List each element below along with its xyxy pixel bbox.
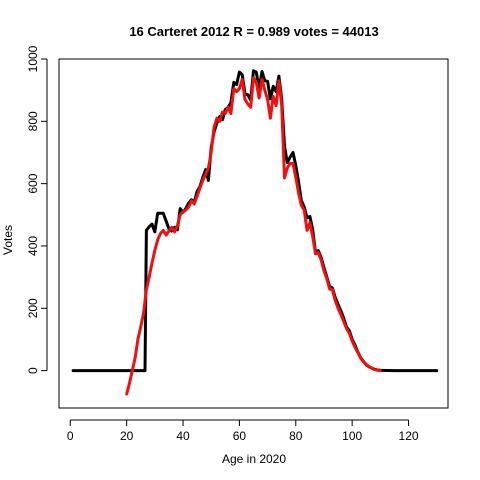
y-axis: 0 200 400 600 800 1000 bbox=[26, 45, 48, 374]
x-axis-label: Age in 2020 bbox=[222, 452, 286, 466]
y-tick-label: 600 bbox=[26, 173, 40, 193]
x-tick-label: 60 bbox=[233, 429, 247, 443]
y-tick-label: 200 bbox=[26, 298, 40, 318]
series-line-0 bbox=[71, 69, 439, 373]
x-tick-label: 120 bbox=[399, 429, 419, 443]
y-tick-label: 1000 bbox=[26, 45, 40, 72]
series-line-1 bbox=[125, 76, 382, 396]
x-tick-label: 80 bbox=[289, 429, 303, 443]
x-tick-label: 20 bbox=[120, 429, 134, 443]
plot-area bbox=[58, 58, 449, 409]
y-tick-label: 800 bbox=[26, 111, 40, 131]
x-tick-label: 40 bbox=[176, 429, 190, 443]
series-layer bbox=[71, 69, 439, 396]
x-tick-label: 0 bbox=[67, 429, 74, 443]
plot-frame bbox=[58, 58, 449, 409]
x-axis: 0 20 40 60 80 100 120 bbox=[67, 419, 419, 443]
y-tick-label: 0 bbox=[26, 367, 40, 374]
chart-title: 16 Carteret 2012 R = 0.989 votes = 44013 bbox=[129, 24, 378, 39]
y-tick-label: 400 bbox=[26, 236, 40, 256]
x-tick-label: 100 bbox=[342, 429, 362, 443]
y-axis-label: Votes bbox=[1, 225, 15, 255]
